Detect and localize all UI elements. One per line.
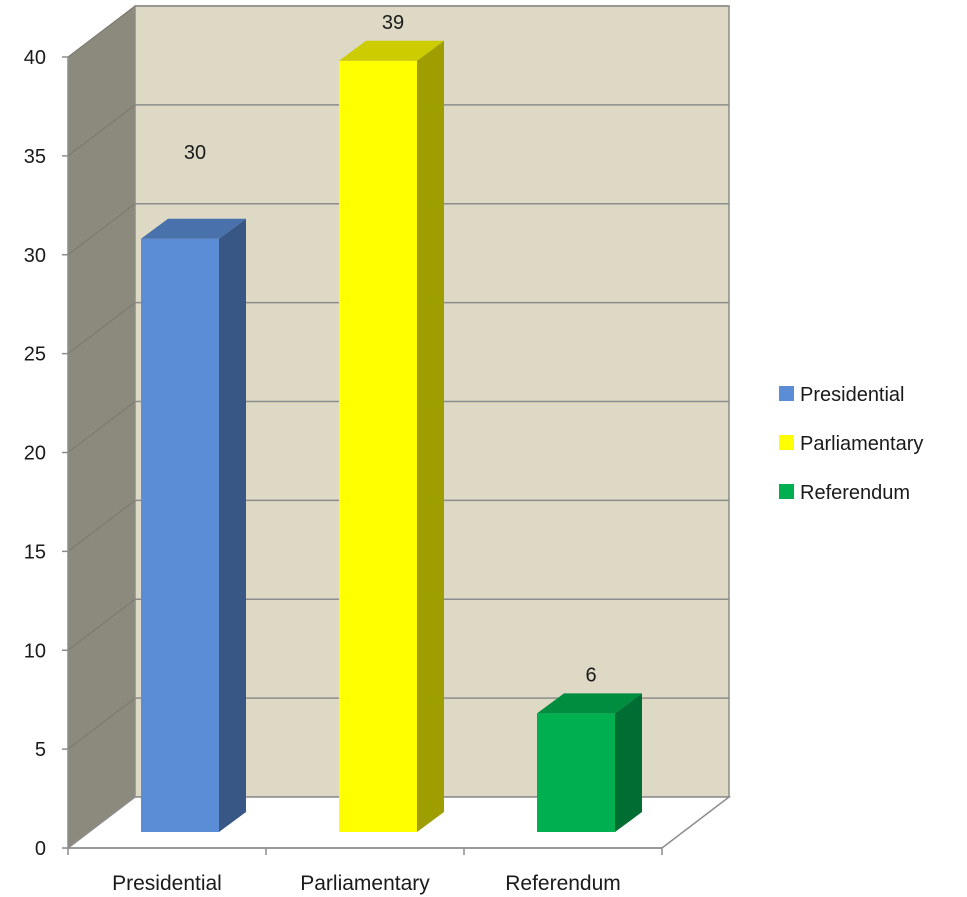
gridline-side (67, 104, 136, 157)
data-label-presidential: 30 (184, 142, 206, 164)
bar-top-face (339, 40, 444, 61)
legend-swatch-presidential (779, 386, 794, 401)
category-label-parliamentary: Parliamentary (300, 872, 430, 895)
y-tick-label: 0 (35, 838, 46, 860)
bar-parliamentary (339, 40, 444, 832)
legend-swatch-referendum (779, 484, 794, 499)
y-axis-ticks: 0 5 10 15 20 25 30 35 40 (24, 47, 68, 860)
bar-side-face (615, 693, 642, 832)
legend: Presidential Parliamentary Referendum (779, 384, 923, 504)
bar-top-face (141, 218, 246, 239)
bar-side-face (417, 40, 444, 832)
category-label-referendum: Referendum (505, 872, 621, 895)
bar-top-face (537, 693, 642, 714)
bars (141, 40, 642, 832)
y-tick-label: 20 (24, 443, 46, 465)
legend-swatch-parliamentary (779, 435, 794, 450)
y-tick-label: 15 (24, 541, 46, 563)
gridline-side (67, 499, 136, 552)
y-tick-label: 40 (24, 47, 46, 69)
legend-label-parliamentary: Parliamentary (800, 433, 923, 455)
data-label-referendum: 6 (585, 664, 596, 686)
y-tick-label: 30 (24, 245, 46, 267)
data-label-parliamentary: 39 (382, 12, 404, 34)
bar-front-face (141, 238, 219, 832)
gridline-side (67, 401, 136, 453)
y-tick-label: 35 (24, 146, 46, 168)
gridline-side (67, 203, 136, 256)
legend-label-referendum: Referendum (800, 482, 910, 504)
legend-label-presidential: Presidential (800, 384, 905, 406)
bar-side-face (219, 218, 246, 832)
y-tick-label: 10 (24, 640, 46, 662)
gridline-side (67, 598, 136, 651)
bar-presidential (141, 218, 246, 832)
y-tick-label: 25 (24, 344, 46, 366)
bar-front-face (537, 713, 615, 832)
bar-referendum (537, 693, 642, 832)
bar-front-face (339, 60, 417, 832)
y-tick-label: 5 (35, 739, 46, 761)
gridline-side (67, 697, 136, 750)
data-labels: 30 39 6 (184, 12, 597, 687)
gridline-side (67, 5, 136, 58)
category-label-presidential: Presidential (112, 872, 222, 895)
gridline-side (67, 302, 136, 355)
category-labels: Presidential Parliamentary Referendum (112, 872, 621, 895)
